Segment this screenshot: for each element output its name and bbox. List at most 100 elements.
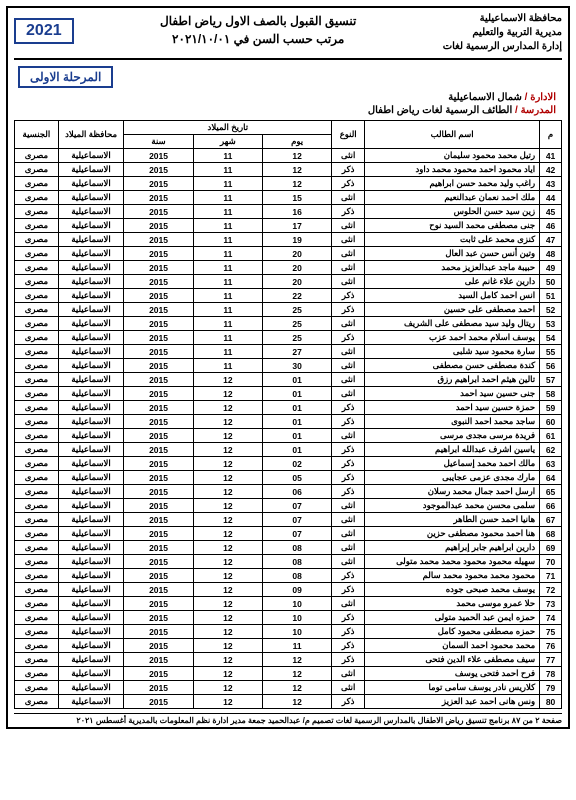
cell-nat: مصرى [15,611,59,625]
cell-year: 2015 [124,345,193,359]
cell-type: انثى [332,373,365,387]
cell-day: 27 [262,345,331,359]
cell-m: 56 [540,359,562,373]
cell-m: 42 [540,163,562,177]
cell-name: حمزه ايمن عبد الحميد متولى [365,611,540,625]
cell-year: 2015 [124,625,193,639]
cell-nat: مصرى [15,457,59,471]
cell-gov: الاسماعيلية [58,555,124,569]
cell-name: دارين ابراهيم جابر إبراهيم [365,541,540,555]
cell-type: ذكر [332,457,365,471]
cell-day: 15 [262,191,331,205]
cell-name: ونس هانى احمد عبد العزيز [365,695,540,709]
cell-month: 11 [193,303,262,317]
cell-gov: الاسماعيلية [58,261,124,275]
cell-gov: الاسماعيلية [58,681,124,695]
cell-gov: الاسماعيلية [58,443,124,457]
school-line: المدرسة / الطائف الرسمية لغات رياض اطفال [14,105,556,116]
cell-nat: مصرى [15,331,59,345]
cell-m: 79 [540,681,562,695]
col-m: م [540,121,562,149]
cell-month: 11 [193,177,262,191]
cell-m: 64 [540,471,562,485]
cell-year: 2015 [124,261,193,275]
table-row: 66سلمى محسن محمد عبدالموجودانثى07122015ا… [15,499,562,513]
cell-name: انس احمد كامل السيد [365,289,540,303]
cell-m: 58 [540,387,562,401]
header-authority: محافظة الاسماعيلية مديرية التربية والتعل… [443,12,562,54]
cell-year: 2015 [124,149,193,163]
cell-gov: الاسماعيلية [58,653,124,667]
cell-day: 25 [262,331,331,345]
cell-nat: مصرى [15,513,59,527]
cell-month: 12 [193,653,262,667]
cell-nat: مصرى [15,345,59,359]
cell-nat: مصرى [15,639,59,653]
cell-year: 2015 [124,695,193,709]
table-row: 60ساجد محمد احمد النبوىذكر01122015الاسما… [15,415,562,429]
table-row: 53ريتال وليد سيد مصطفى على الشريفانثى251… [15,317,562,331]
cell-month: 12 [193,583,262,597]
table-row: 80ونس هانى احمد عبد العزيزذكر12122015الا… [15,695,562,709]
cell-year: 2015 [124,681,193,695]
cell-m: 80 [540,695,562,709]
cell-name: رتيل محمد محمود سليمان [365,149,540,163]
cell-nat: مصرى [15,219,59,233]
cell-month: 12 [193,373,262,387]
cell-m: 75 [540,625,562,639]
cell-m: 69 [540,541,562,555]
cell-nat: مصرى [15,597,59,611]
cell-name: ملك احمد نعمان عبدالنعيم [365,191,540,205]
school-value: الطائف الرسمية لغات رياض اطفال [368,105,512,116]
cell-name: راغب وليد محمد حسن ابراهيم [365,177,540,191]
cell-nat: مصرى [15,695,59,709]
cell-type: انثى [332,513,365,527]
table-row: 43راغب وليد محمد حسن ابراهيمذكر12112015ا… [15,177,562,191]
cell-month: 12 [193,541,262,555]
cell-year: 2015 [124,555,193,569]
cell-day: 01 [262,415,331,429]
cell-gov: الاسماعيلية [58,485,124,499]
cell-m: 44 [540,191,562,205]
cell-gov: الاسماعيلية [58,499,124,513]
cell-type: انثى [332,499,365,513]
cell-day: 20 [262,247,331,261]
cell-m: 45 [540,205,562,219]
cell-gov: الاسماعيلية [58,667,124,681]
cell-m: 47 [540,233,562,247]
cell-nat: مصرى [15,625,59,639]
cell-month: 11 [193,163,262,177]
cell-gov: الاسماعيلية [58,303,124,317]
cell-gov: الاسماعيلية [58,289,124,303]
cell-nat: مصرى [15,261,59,275]
cell-month: 12 [193,527,262,541]
cell-year: 2015 [124,527,193,541]
cell-m: 74 [540,611,562,625]
cell-gov: الاسماعيلية [58,639,124,653]
cell-day: 20 [262,261,331,275]
cell-month: 11 [193,191,262,205]
cell-name: سارة محمود سيد شلبى [365,345,540,359]
cell-type: انثى [332,527,365,541]
cell-nat: مصرى [15,527,59,541]
cell-name: سهيله محمود محمود محمد محمد متولى [365,555,540,569]
cell-m: 59 [540,401,562,415]
table-row: 47كنزى محمد على ثابتانثى19112015الاسماعي… [15,233,562,247]
cell-type: ذكر [332,569,365,583]
cell-name: سيف مصطفى علاء الدين فتحى [365,653,540,667]
title-line2: مرتب حسب السن في ٢٠٢١/١٠/٠١ [160,30,356,48]
cell-year: 2015 [124,667,193,681]
cell-type: انثى [332,317,365,331]
cell-name: كلاريس نادر يوسف سامى توما [365,681,540,695]
cell-type: ذكر [332,415,365,429]
cell-day: 12 [262,653,331,667]
cell-nat: مصرى [15,191,59,205]
cell-type: انثى [332,261,365,275]
cell-gov: الاسماعيلية [58,513,124,527]
cell-type: ذكر [332,303,365,317]
cell-nat: مصرى [15,485,59,499]
cell-year: 2015 [124,457,193,471]
students-table: م اسم الطالب النوع تاريخ الميلاد محافظة … [14,120,562,709]
table-row: 55سارة محمود سيد شلبىانثى27112015الاسماع… [15,345,562,359]
cell-nat: مصرى [15,317,59,331]
